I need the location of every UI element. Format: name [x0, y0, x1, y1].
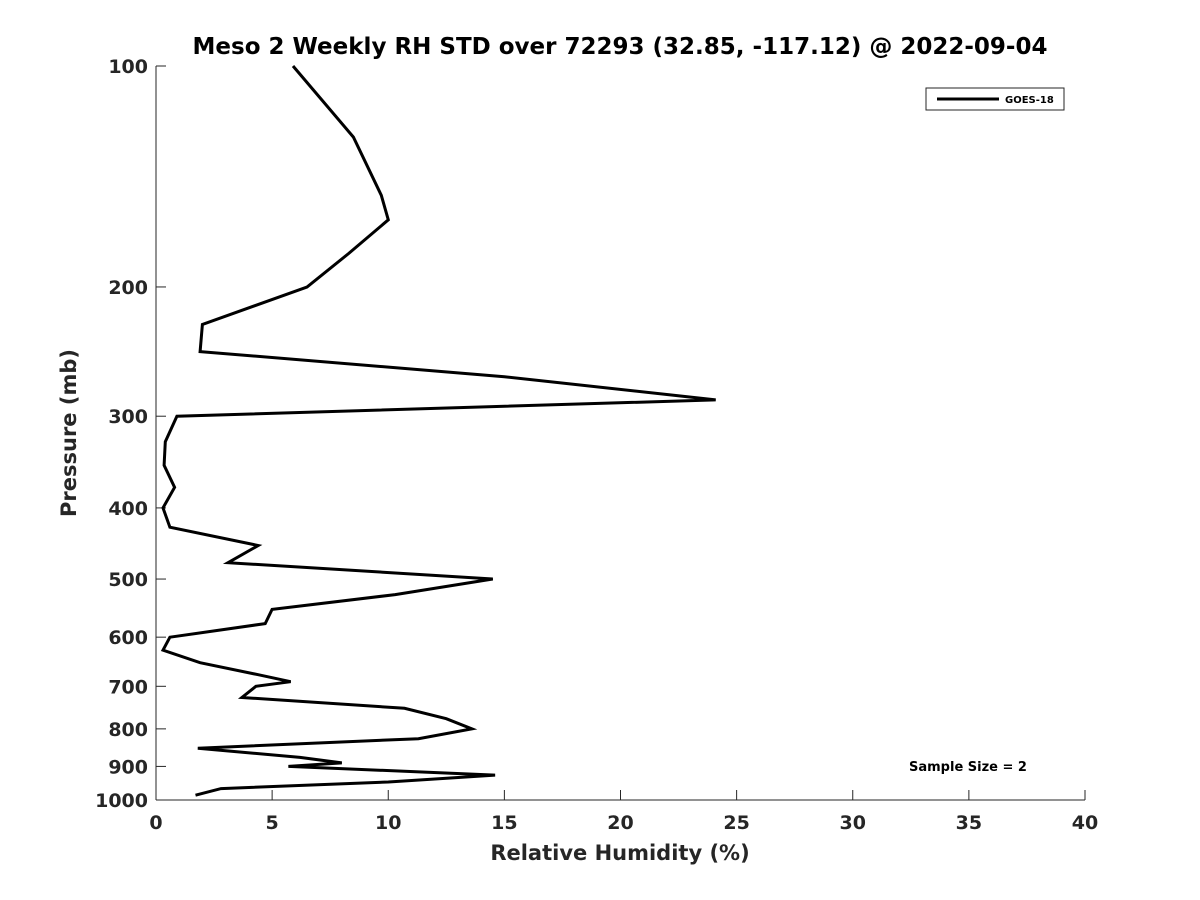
legend-label-goes-18: GOES-18 [1005, 95, 1054, 106]
y-axis-ticks: 100 200 300 400 500 600 700 800 900 1000 [95, 56, 166, 812]
legend: GOES-18 [925, 87, 1065, 111]
y-axis-label: Pressure (mb) [57, 349, 81, 517]
y-tick-label-800: 800 [108, 719, 148, 741]
x-tick-label-20: 20 [607, 812, 633, 834]
x-tick-label-30: 30 [840, 812, 866, 834]
y-tick-label-300: 300 [108, 406, 148, 428]
y-tick-label-600: 600 [108, 627, 148, 649]
x-tick-label-0: 0 [149, 812, 162, 834]
sample-size-annotation: Sample Size = 2 [909, 760, 1027, 775]
x-tick-label-15: 15 [491, 812, 517, 834]
series-group [160, 65, 716, 797]
y-tick-label-400: 400 [108, 498, 148, 520]
x-tick-label-10: 10 [375, 812, 401, 834]
y-tick-label-900: 900 [108, 756, 148, 778]
x-tick-label-35: 35 [956, 812, 982, 834]
x-tick-label-40: 40 [1072, 812, 1098, 834]
chart-title: Meso 2 Weekly RH STD over 72293 (32.85, … [193, 34, 1048, 60]
x-tick-label-25: 25 [723, 812, 749, 834]
y-tick-label-1000: 1000 [95, 790, 148, 812]
series-line-goes-18 [160, 65, 716, 797]
x-axis-ticks: 0 5 10 15 20 25 30 35 40 [149, 790, 1098, 834]
x-axis-label: Relative Humidity (%) [490, 841, 749, 865]
y-tick-label-100: 100 [108, 56, 148, 78]
y-tick-label-700: 700 [108, 676, 148, 698]
x-tick-label-5: 5 [266, 812, 279, 834]
y-tick-label-200: 200 [108, 277, 148, 299]
y-tick-label-500: 500 [108, 569, 148, 591]
